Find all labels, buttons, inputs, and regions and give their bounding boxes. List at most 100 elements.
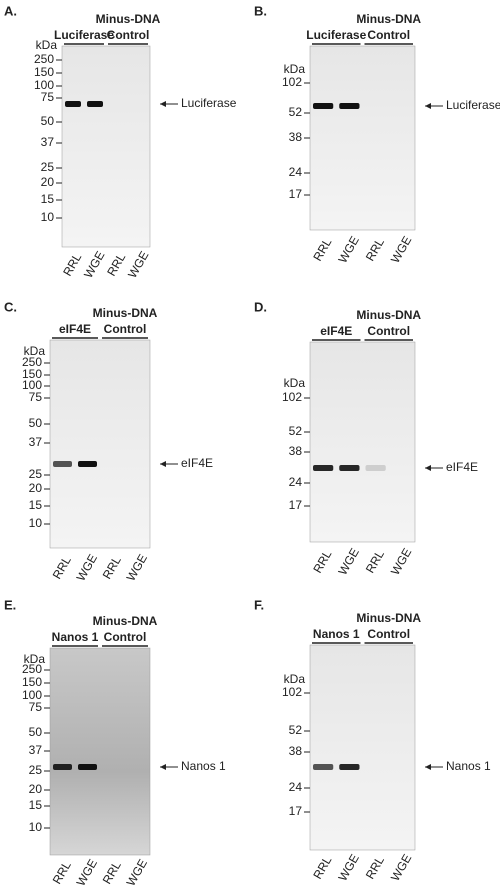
marker-label: 50 bbox=[29, 725, 43, 739]
marker-label: 100 bbox=[22, 688, 42, 702]
marker-label: 52 bbox=[289, 105, 303, 119]
lane-label: WGE bbox=[335, 852, 361, 884]
marker-label: 250 bbox=[22, 662, 42, 676]
lane-label: WGE bbox=[125, 249, 151, 281]
marker-label: 10 bbox=[41, 210, 55, 224]
marker-label: 75 bbox=[29, 390, 43, 404]
target-label: Nanos 1 bbox=[181, 759, 226, 773]
lane-label: WGE bbox=[74, 552, 100, 584]
marker-label: 25 bbox=[29, 467, 43, 481]
marker-label: 52 bbox=[289, 424, 303, 438]
unit-label: kDa bbox=[284, 376, 306, 390]
lane-label: WGE bbox=[388, 546, 414, 578]
panel-label: B. bbox=[254, 3, 267, 18]
target-label: Luciferase bbox=[446, 98, 500, 112]
marker-label: 75 bbox=[41, 90, 55, 104]
marker-label: 38 bbox=[289, 744, 303, 758]
header: Minus-DNA bbox=[356, 611, 421, 625]
lane-label: WGE bbox=[335, 546, 361, 578]
marker-label: 24 bbox=[289, 165, 303, 179]
lane-label: RRL bbox=[310, 547, 334, 575]
lane-label: WGE bbox=[81, 249, 107, 281]
marker-label: 37 bbox=[41, 135, 55, 149]
band bbox=[313, 764, 334, 770]
blot bbox=[49, 647, 151, 856]
band bbox=[78, 461, 97, 467]
arrow-head bbox=[160, 461, 166, 467]
header: Minus-DNA bbox=[356, 12, 421, 26]
marker-label: 15 bbox=[29, 798, 43, 812]
marker-label: 150 bbox=[22, 367, 42, 381]
lane-label: RRL bbox=[363, 547, 387, 575]
lane-label: RRL bbox=[100, 553, 124, 581]
marker-label: 25 bbox=[29, 763, 43, 777]
marker-label: 15 bbox=[41, 192, 55, 206]
panel-label: D. bbox=[254, 299, 267, 314]
marker-label: 38 bbox=[289, 130, 303, 144]
header: Minus-DNA bbox=[93, 306, 158, 320]
marker-label: 20 bbox=[29, 481, 43, 495]
marker-label: 150 bbox=[34, 65, 54, 79]
band bbox=[78, 764, 97, 770]
target-label: eIF4E bbox=[446, 460, 478, 474]
group-label: Control bbox=[367, 324, 410, 338]
group-label: eIF4E bbox=[320, 324, 352, 338]
marker-label: 100 bbox=[22, 378, 42, 392]
unit-label: kDa bbox=[36, 38, 58, 52]
band bbox=[313, 465, 334, 471]
marker-label: 37 bbox=[29, 435, 43, 449]
marker-label: 50 bbox=[29, 416, 43, 430]
marker-label: 17 bbox=[289, 498, 303, 512]
group-label: Control bbox=[367, 627, 410, 641]
marker-label: 25 bbox=[41, 160, 55, 174]
lane-label: RRL bbox=[50, 553, 74, 581]
band bbox=[339, 103, 360, 109]
marker-label: 24 bbox=[289, 475, 303, 489]
lane-label: RRL bbox=[363, 235, 387, 263]
marker-label: 75 bbox=[29, 700, 43, 714]
lane-label: RRL bbox=[100, 858, 124, 886]
marker-label: 250 bbox=[22, 355, 42, 369]
marker-label: 17 bbox=[289, 804, 303, 818]
marker-label: 20 bbox=[41, 175, 55, 189]
marker-label: 250 bbox=[34, 52, 54, 66]
lane-label: WGE bbox=[335, 234, 361, 266]
unit-label: kDa bbox=[284, 672, 306, 686]
lane-label: WGE bbox=[388, 852, 414, 884]
marker-label: 150 bbox=[22, 675, 42, 689]
marker-label: 10 bbox=[29, 516, 43, 530]
target-label: Luciferase bbox=[181, 96, 237, 110]
marker-label: 38 bbox=[289, 444, 303, 458]
marker-label: 52 bbox=[289, 723, 303, 737]
arrow-head bbox=[160, 764, 166, 770]
group-label: Control bbox=[367, 28, 410, 42]
lane-label: RRL bbox=[363, 853, 387, 881]
panel-label: A. bbox=[4, 3, 17, 18]
group-label: Control bbox=[104, 630, 147, 644]
marker-label: 100 bbox=[34, 78, 54, 92]
arrow-head bbox=[160, 101, 166, 107]
arrow-head bbox=[425, 465, 431, 471]
marker-label: 102 bbox=[282, 390, 302, 404]
unit-label: kDa bbox=[284, 62, 306, 76]
blot bbox=[61, 45, 151, 248]
marker-label: 102 bbox=[282, 75, 302, 89]
band bbox=[53, 764, 72, 770]
panel-label: F. bbox=[254, 597, 264, 612]
group-label: Nanos 1 bbox=[52, 630, 99, 644]
unit-label: kDa bbox=[24, 344, 46, 358]
marker-label: 24 bbox=[289, 780, 303, 794]
band bbox=[87, 101, 103, 107]
band bbox=[65, 101, 81, 107]
band bbox=[365, 465, 386, 471]
panel: A.Minus-DNALuciferaseControlkDa250150100… bbox=[4, 3, 237, 280]
lane-label: WGE bbox=[388, 234, 414, 266]
marker-label: 15 bbox=[29, 498, 43, 512]
marker-label: 37 bbox=[29, 743, 43, 757]
blot bbox=[49, 339, 151, 549]
